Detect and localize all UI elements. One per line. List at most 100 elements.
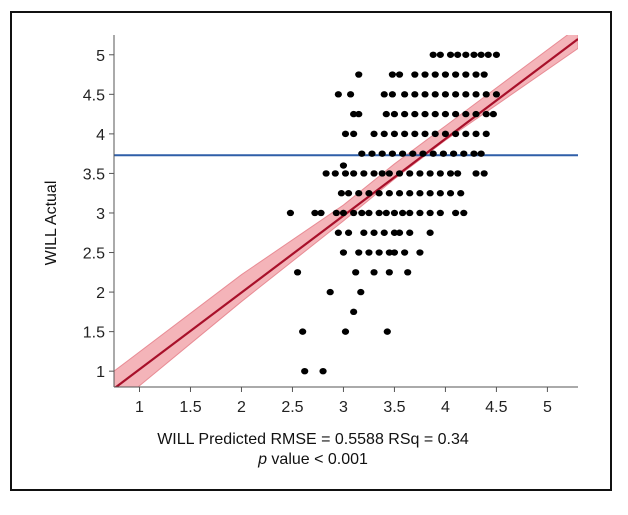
data-point: [370, 170, 378, 177]
data-point: [398, 150, 407, 157]
data-point: [472, 71, 480, 78]
data-point: [355, 249, 363, 256]
data-point: [419, 150, 427, 157]
data-point: [350, 170, 358, 177]
data-point: [383, 328, 391, 335]
y-tick-label: 3.5: [83, 166, 105, 183]
data-point: [454, 170, 462, 177]
data-point: [480, 71, 488, 78]
data-point: [480, 170, 488, 177]
data-point: [439, 150, 447, 157]
data-point: [395, 229, 404, 236]
data-point: [462, 71, 470, 78]
data-point: [390, 130, 399, 138]
data-point: [375, 190, 383, 197]
data-point: [358, 150, 366, 157]
y-tick-label: 3: [96, 206, 105, 223]
data-point: [431, 110, 439, 118]
data-point: [452, 91, 460, 98]
data-point: [482, 110, 490, 118]
data-point: [350, 308, 358, 316]
data-point: [411, 91, 419, 98]
data-point: [380, 229, 388, 236]
data-point: [436, 190, 444, 197]
data-point: [441, 130, 450, 138]
data-point: [449, 150, 458, 157]
data-point: [339, 162, 348, 169]
data-point: [368, 150, 376, 157]
data-point: [382, 110, 390, 118]
data-point: [472, 170, 480, 177]
data-point: [457, 190, 465, 197]
data-point: [460, 150, 468, 157]
data-point: [411, 110, 419, 118]
data-point: [339, 249, 348, 256]
data-point: [398, 209, 407, 217]
data-point: [344, 229, 353, 236]
data-point: [472, 130, 480, 138]
data-point: [337, 190, 346, 197]
data-point: [472, 91, 480, 98]
data-point: [326, 288, 334, 296]
data-point: [390, 209, 399, 217]
data-point: [452, 209, 460, 217]
data-point: [401, 91, 409, 98]
data-point: [452, 71, 460, 78]
x-axis-label: WILL Predicted RMSE = 0.5588 RSq = 0.34: [157, 431, 469, 448]
data-point: [286, 209, 295, 217]
data-point: [382, 209, 390, 217]
y-tick-label: 4.5: [83, 87, 105, 104]
data-point: [462, 130, 470, 138]
data-point: [331, 170, 339, 177]
data-point: [388, 71, 396, 78]
data-point: [385, 190, 393, 197]
data-point: [446, 190, 455, 197]
y-tick-label: 1.5: [83, 325, 105, 342]
data-point: [426, 229, 434, 236]
data-point: [416, 170, 424, 177]
data-point: [409, 150, 417, 157]
data-point: [401, 130, 409, 138]
data-point: [406, 190, 414, 197]
data-point: [322, 170, 330, 177]
data-point: [462, 110, 470, 118]
data-point: [492, 91, 501, 98]
data-point: [431, 91, 439, 98]
x-tick-label: 1.5: [179, 399, 201, 416]
data-point: [482, 91, 490, 98]
scatter-chart: 1 1.5 2 2.5 3 3.5 4 4.5 5 1 1.5 2 2.5 3 3.5 4 4.5 5 WILL…: [43, 35, 578, 416]
x-tick-label: 3.5: [383, 399, 405, 416]
p-value-note: p value < 0.001: [12, 451, 614, 469]
data-point: [334, 229, 342, 236]
data-point: [460, 209, 468, 217]
data-point: [436, 51, 444, 58]
data-point: [472, 110, 480, 118]
data-point: [339, 209, 348, 217]
x-tick-label: 5: [543, 399, 552, 416]
y-tick-label: 5: [96, 48, 105, 65]
data-point: [365, 209, 373, 217]
data-point: [341, 170, 350, 177]
data-point: [436, 170, 444, 177]
data-point: [416, 249, 424, 256]
data-point: [426, 209, 434, 217]
data-point: [301, 367, 309, 375]
data-point: [375, 249, 383, 256]
data-point: [390, 229, 399, 236]
data-point: [426, 190, 434, 197]
x-tick-label: 3: [339, 399, 348, 416]
data-point: [406, 209, 414, 217]
p-italic: p: [258, 451, 267, 468]
x-tick-label: 4.5: [485, 399, 507, 416]
data-point: [370, 269, 378, 276]
data-point: [319, 367, 327, 375]
data-point: [385, 269, 393, 276]
data-point: [484, 51, 492, 58]
data-point: [334, 91, 342, 98]
data-point: [385, 170, 393, 177]
data-point: [358, 209, 366, 217]
data-point: [380, 130, 388, 138]
data-point: [431, 130, 439, 138]
data-point: [390, 249, 399, 256]
data-point: [462, 91, 470, 98]
